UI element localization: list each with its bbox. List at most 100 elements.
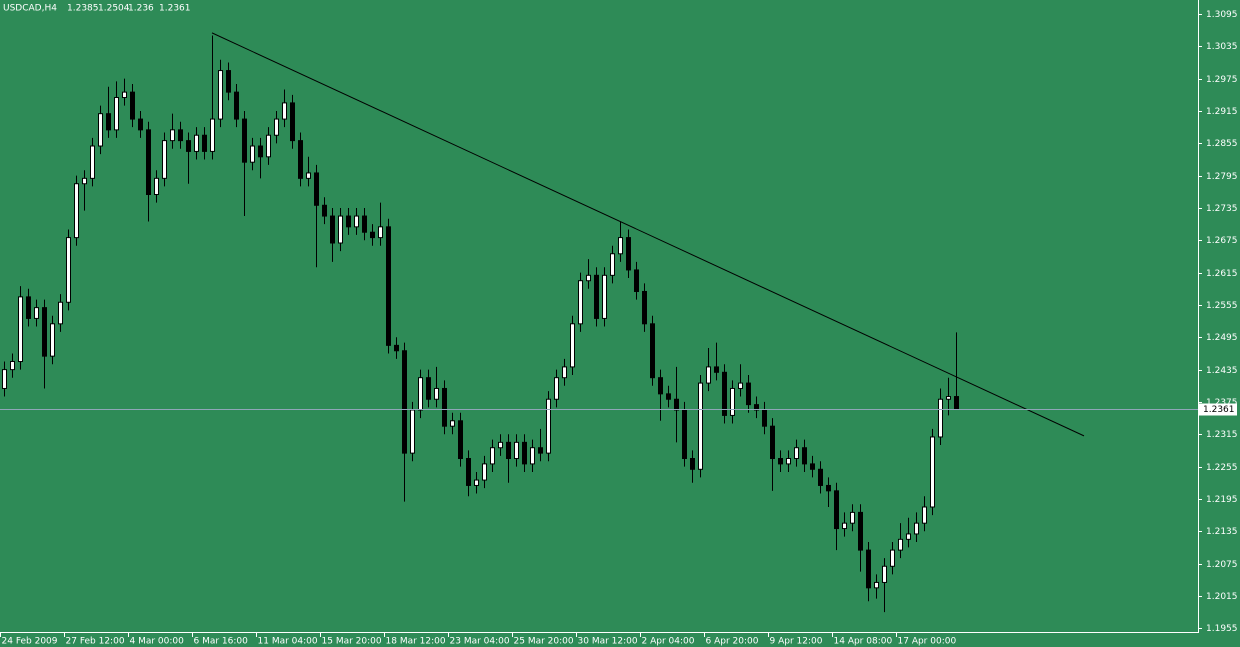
candle-body <box>442 387 447 427</box>
candle-body <box>258 145 263 158</box>
y-tick-label: 1.1955 <box>1206 624 1238 634</box>
candle-body <box>626 237 631 271</box>
y-tick-label: 1.2555 <box>1206 301 1238 311</box>
candle-body <box>50 323 55 357</box>
y-tick-label: 1.2975 <box>1206 75 1238 85</box>
candle-body <box>922 506 927 524</box>
x-tick-label: 9 Apr 12:00 <box>770 637 823 647</box>
candle-body <box>394 344 399 352</box>
candle-body <box>162 140 167 179</box>
candle-body <box>146 129 151 196</box>
candle-body <box>90 145 95 179</box>
candle-body <box>786 458 791 465</box>
candle-body <box>66 237 71 303</box>
candle-body <box>738 382 743 389</box>
candle-body <box>410 409 415 454</box>
candle-body <box>586 274 591 282</box>
candle-body <box>122 91 127 99</box>
candle-body <box>746 382 751 406</box>
x-tick-label: 6 Mar 16:00 <box>194 637 249 647</box>
candle-body <box>242 118 247 163</box>
candle-body <box>898 538 903 551</box>
x-tick-label: 18 Mar 12:00 <box>386 637 446 647</box>
candle-body <box>706 366 711 384</box>
candle-body <box>890 549 895 567</box>
candle-body <box>10 361 15 371</box>
bid-label-box <box>1199 403 1237 416</box>
candle-body <box>482 463 487 481</box>
candle-body <box>138 118 143 131</box>
candle-body <box>114 97 119 131</box>
candle-body <box>378 226 383 239</box>
candle-body <box>658 377 663 395</box>
candle-body <box>794 447 799 460</box>
candle-body <box>666 393 671 400</box>
candle-body <box>42 307 47 357</box>
candle-body <box>946 396 951 400</box>
candle-body <box>938 398 943 438</box>
candle-body <box>314 172 319 206</box>
candle-body <box>954 396 959 410</box>
candle-body <box>754 404 759 411</box>
candle-body <box>202 134 207 152</box>
candle-body <box>538 447 543 454</box>
candle-body <box>106 113 111 131</box>
candle-body <box>642 290 647 325</box>
x-tick-label: 4 Mar 00:00 <box>130 637 185 647</box>
candle-body <box>370 231 375 239</box>
candle-body <box>554 377 559 400</box>
candle-body <box>762 409 767 427</box>
candle-body <box>154 177 159 196</box>
y-tick-label: 1.2375 <box>1206 398 1238 408</box>
candle-body <box>290 102 295 142</box>
candle-body <box>602 274 607 319</box>
candle-body <box>530 447 535 465</box>
candle-body <box>506 441 511 460</box>
y-tick-label: 1.2615 <box>1206 269 1238 279</box>
candle-body <box>362 215 367 233</box>
candle-body <box>402 350 407 454</box>
candle-body <box>474 479 479 486</box>
candle-body <box>418 377 423 411</box>
bid-label: 1.2361 <box>1203 405 1235 415</box>
candle-body <box>466 458 471 486</box>
candle-body <box>426 377 431 400</box>
y-tick-label: 1.2855 <box>1206 139 1238 149</box>
candle-body <box>330 215 335 244</box>
x-tick-label: 2 Apr 04:00 <box>642 637 695 647</box>
candle-body <box>858 511 863 551</box>
candle-body <box>450 420 455 427</box>
ohlc-high: 1.2504 <box>98 4 130 14</box>
candle-body <box>522 441 527 465</box>
y-tick-label: 1.2135 <box>1206 527 1238 537</box>
candle-body <box>778 458 783 465</box>
y-tick-label: 1.2915 <box>1206 107 1238 117</box>
x-tick-label: 11 Mar 04:00 <box>258 637 318 647</box>
candle-body <box>250 145 255 163</box>
chart-title: USDCAD,H4 <box>3 4 57 14</box>
candle-body <box>698 382 703 470</box>
candle-body <box>274 118 279 136</box>
y-tick-label: 1.3035 <box>1206 42 1238 52</box>
x-tick-label: 6 Apr 20:00 <box>706 637 759 647</box>
candle-body <box>650 323 655 379</box>
candle-body <box>690 458 695 470</box>
candle-body <box>930 436 935 508</box>
ohlc-open: 1.2385 <box>67 4 99 14</box>
candle-body <box>282 102 287 120</box>
candle-body <box>434 387 439 400</box>
candle-body <box>98 113 103 147</box>
y-tick-label: 1.2195 <box>1206 495 1238 505</box>
y-tick-label: 1.3095 <box>1206 10 1238 20</box>
candle-body <box>682 409 687 460</box>
y-tick-label: 1.2315 <box>1206 430 1238 440</box>
candle-body <box>546 398 551 454</box>
y-tick-label: 1.2435 <box>1206 366 1238 376</box>
candle-body <box>834 490 839 530</box>
candle-body <box>234 91 239 120</box>
candle-body <box>842 522 847 530</box>
candle-body <box>802 447 807 465</box>
candle-body <box>770 425 775 460</box>
candle-body <box>866 549 871 589</box>
